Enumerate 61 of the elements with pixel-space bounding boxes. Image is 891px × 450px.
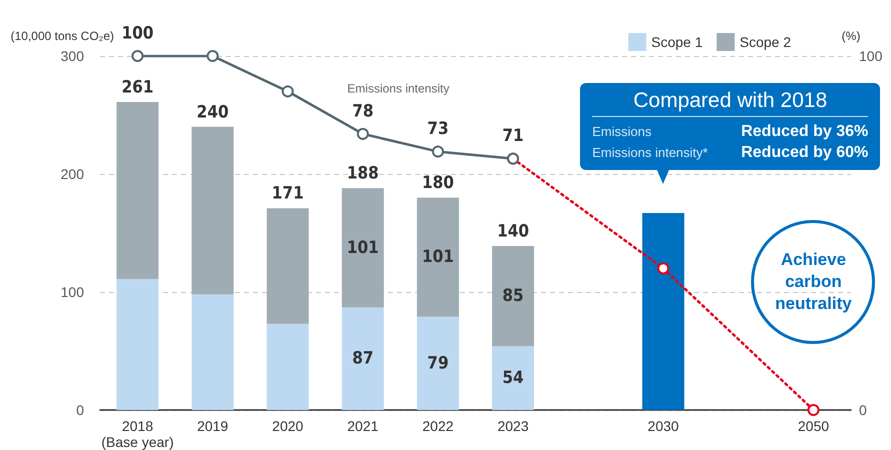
circle-outline: Achieve carbon neutrality (751, 220, 876, 344)
y2-tick-label: 0 (859, 402, 867, 418)
bar (416, 316, 459, 410)
x-tick-label: 2022 (422, 418, 454, 434)
data-label: 78 (352, 101, 374, 122)
bar (342, 307, 384, 410)
data-label: 85 (502, 286, 524, 306)
bar (116, 279, 159, 410)
legend-label: Scope 1 (651, 34, 703, 50)
bar (642, 212, 684, 410)
x-tick-label: 2050 (798, 418, 830, 434)
bar (266, 208, 309, 324)
total-label: 180 (422, 173, 454, 194)
point (132, 50, 144, 62)
data-label: 101 (346, 238, 379, 258)
data-label: 87 (352, 348, 374, 369)
bar (116, 102, 159, 280)
x-tick-label: 2030 (648, 418, 680, 434)
bar (266, 324, 309, 410)
y-tick-label: 0 (76, 402, 84, 418)
point (356, 128, 369, 140)
text: Emissions intensity (347, 82, 450, 96)
y-tick-label: 200 (60, 166, 84, 182)
data-label: 73 (427, 119, 449, 140)
data-label: 54 (502, 368, 524, 388)
y-tick-label: 300 (60, 48, 84, 64)
bar (492, 246, 534, 346)
annotation: Emissions (592, 124, 652, 139)
total-label: 188 (346, 164, 379, 184)
y2-axis-title: (%) (842, 29, 860, 43)
total-label: 171 (272, 184, 304, 204)
x-tick-label: 2023 (497, 418, 529, 434)
total-label: 261 (122, 78, 154, 98)
data-label: 100 (122, 24, 154, 44)
bar (342, 188, 384, 308)
point (282, 85, 294, 98)
annotation: Reduced by 60% (741, 144, 868, 162)
x-tick-label: 2021 (347, 418, 379, 434)
bar (192, 126, 234, 294)
total-label: 140 (497, 221, 530, 242)
point (657, 262, 670, 274)
point (807, 404, 820, 416)
y-axis-title: (10,000 tons CO₂e) (10, 29, 114, 43)
bar (492, 346, 534, 410)
legend-label: Scope 2 (740, 34, 792, 50)
annotation: Compared with 2018 (592, 89, 868, 117)
annotation: Reduced by 36% (741, 123, 868, 141)
x-tick-label: 2020 (272, 418, 304, 434)
point (206, 50, 219, 62)
y2-tick-label: 100 (859, 48, 883, 64)
x-tick-label: 2018 (Base year) (101, 418, 174, 450)
bar (192, 294, 234, 410)
point (432, 146, 444, 158)
data-label: 79 (427, 353, 449, 374)
annotation: Emissions intensity* (592, 145, 708, 160)
total-label: 240 (196, 102, 229, 122)
y-tick-label: 100 (60, 284, 84, 300)
bar (416, 198, 459, 317)
data-label: 71 (502, 126, 524, 146)
data-label: 101 (422, 247, 454, 268)
x-tick-label: 2019 (197, 418, 228, 434)
